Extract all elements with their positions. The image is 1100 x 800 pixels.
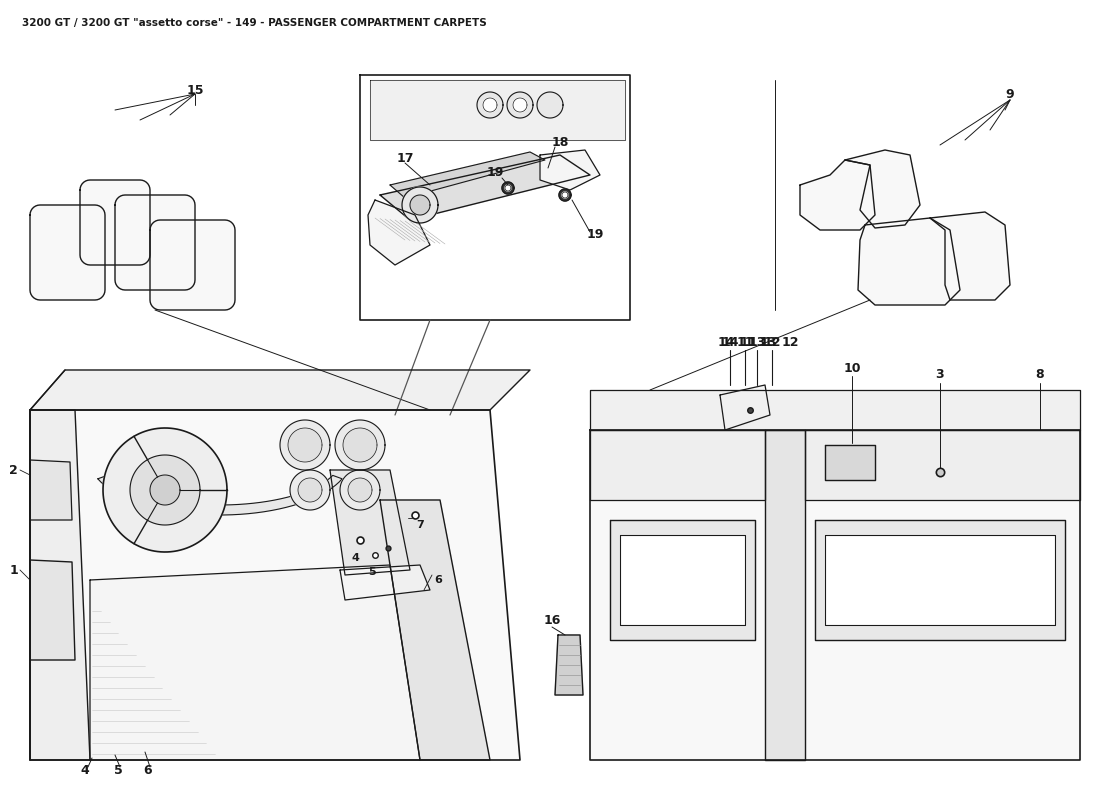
Polygon shape <box>825 535 1055 625</box>
Polygon shape <box>825 445 874 480</box>
Polygon shape <box>556 635 583 695</box>
Polygon shape <box>610 520 755 640</box>
Polygon shape <box>340 565 430 600</box>
Text: 11: 11 <box>736 337 754 350</box>
Polygon shape <box>290 470 330 510</box>
Polygon shape <box>402 187 438 223</box>
Text: 18: 18 <box>551 135 569 149</box>
Polygon shape <box>30 560 75 660</box>
Polygon shape <box>800 160 874 230</box>
Polygon shape <box>390 152 544 198</box>
Polygon shape <box>845 150 920 228</box>
Polygon shape <box>858 218 960 305</box>
Text: 6: 6 <box>434 575 442 585</box>
Polygon shape <box>507 92 534 118</box>
Polygon shape <box>30 410 520 760</box>
Polygon shape <box>537 92 563 118</box>
Text: eurospares: eurospares <box>214 398 365 442</box>
Polygon shape <box>30 205 105 300</box>
Polygon shape <box>340 470 379 510</box>
Polygon shape <box>815 520 1065 640</box>
Polygon shape <box>540 150 600 190</box>
Polygon shape <box>590 390 1080 430</box>
Text: 15: 15 <box>186 83 204 97</box>
Polygon shape <box>103 428 227 552</box>
Text: 12: 12 <box>781 337 799 350</box>
Polygon shape <box>348 478 372 502</box>
Polygon shape <box>336 420 385 470</box>
Polygon shape <box>559 189 571 201</box>
Polygon shape <box>590 430 1080 760</box>
Polygon shape <box>288 428 322 462</box>
Text: 8: 8 <box>1036 369 1044 382</box>
Polygon shape <box>330 470 410 575</box>
Polygon shape <box>562 192 568 198</box>
Text: 2: 2 <box>9 463 18 477</box>
Polygon shape <box>379 155 590 220</box>
Polygon shape <box>805 430 1080 500</box>
Text: 19: 19 <box>586 229 604 242</box>
Text: 17: 17 <box>396 151 414 165</box>
Text: 4: 4 <box>80 763 89 777</box>
Text: 13: 13 <box>748 337 766 350</box>
Text: 12: 12 <box>763 337 781 350</box>
Polygon shape <box>30 410 90 760</box>
Polygon shape <box>502 182 514 194</box>
Text: 11: 11 <box>739 337 757 350</box>
Polygon shape <box>764 430 805 760</box>
Polygon shape <box>30 370 530 410</box>
Polygon shape <box>477 92 503 118</box>
Polygon shape <box>720 385 770 430</box>
Text: 7: 7 <box>416 520 424 530</box>
Polygon shape <box>513 98 527 112</box>
Polygon shape <box>360 75 630 320</box>
Polygon shape <box>116 195 195 290</box>
Polygon shape <box>379 500 490 760</box>
Polygon shape <box>150 475 180 505</box>
Polygon shape <box>298 478 322 502</box>
Text: 5: 5 <box>113 763 122 777</box>
Polygon shape <box>80 180 150 265</box>
Polygon shape <box>590 430 764 500</box>
Text: 13: 13 <box>759 337 777 350</box>
Polygon shape <box>30 460 72 520</box>
Polygon shape <box>483 98 497 112</box>
Text: 6: 6 <box>144 763 152 777</box>
Polygon shape <box>620 535 745 625</box>
Text: eurospares: eurospares <box>625 398 776 442</box>
Polygon shape <box>98 475 342 515</box>
Text: 5: 5 <box>368 567 376 577</box>
Text: 16: 16 <box>543 614 561 626</box>
Polygon shape <box>930 212 1010 300</box>
Text: 3: 3 <box>936 369 944 382</box>
Polygon shape <box>130 455 200 525</box>
Polygon shape <box>150 220 235 310</box>
Polygon shape <box>368 200 430 265</box>
Polygon shape <box>410 195 430 215</box>
Text: 19: 19 <box>486 166 504 178</box>
Polygon shape <box>280 420 330 470</box>
Text: 3200 GT / 3200 GT "assetto corse" - 149 - PASSENGER COMPARTMENT CARPETS: 3200 GT / 3200 GT "assetto corse" - 149 … <box>22 18 486 28</box>
Text: 4: 4 <box>351 553 359 563</box>
Polygon shape <box>370 80 625 140</box>
Text: 9: 9 <box>1005 89 1014 102</box>
Text: 14: 14 <box>717 337 735 350</box>
Polygon shape <box>343 428 377 462</box>
Text: 1: 1 <box>9 563 18 577</box>
Polygon shape <box>505 185 512 191</box>
Polygon shape <box>90 565 420 760</box>
Text: 14: 14 <box>722 337 739 350</box>
Text: 10: 10 <box>844 362 860 374</box>
